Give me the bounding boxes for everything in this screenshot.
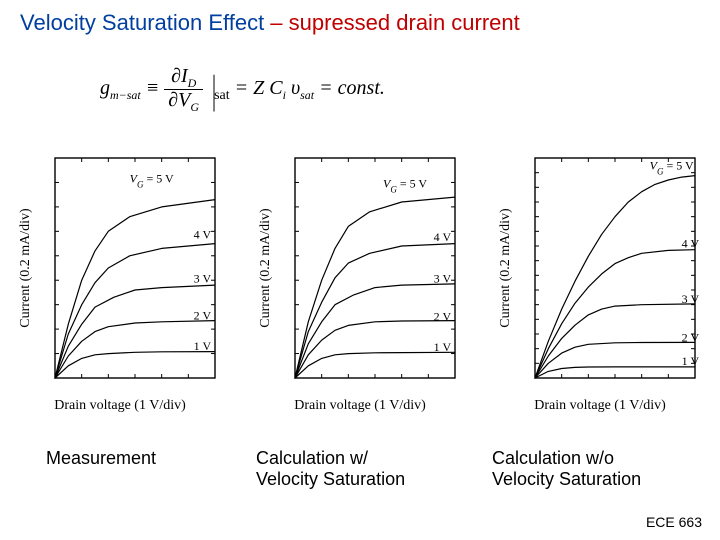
svg-text:2 V: 2 V [682,330,700,344]
svg-text:3 V: 3 V [682,292,700,306]
charts-row: Current (0.2 mA/div)VG = 5 V4 V3 V2 V1 V… [0,150,720,414]
svg-text:2 V: 2 V [194,308,212,322]
xlabel-2: Drain voltage (1 V/div) [534,398,666,414]
eq-g-sub: m−sat [110,88,141,102]
captions-row: Measurement Calculation w/ Velocity Satu… [0,448,720,490]
xlabel-0: Drain voltage (1 V/div) [54,398,186,414]
chart-calc-without: Current (0.2 mA/div)VG = 5 V4 V3 V2 V1 V… [495,150,705,414]
svg-text:3 V: 3 V [434,272,452,286]
svg-text:4 V: 4 V [194,228,212,242]
eq-zc: Z C [253,77,282,99]
svg-text:Current (0.2 mA/div): Current (0.2 mA/div) [258,208,273,328]
eq-bar: | [212,70,216,110]
svg-text:1 V: 1 V [194,339,212,353]
svg-text:1 V: 1 V [682,354,700,368]
footer-course: ECE 663 [646,514,702,530]
svg-text:1 V: 1 V [434,340,452,354]
eq-frac: ∂ID ∂VG [164,66,203,113]
chart-calc-with-svg: Current (0.2 mA/div)VG = 5 V4 V3 V2 V1 V [255,150,465,396]
title-part2: – supressed drain current [264,10,520,35]
chart-measurement: Current (0.2 mA/div)VG = 5 V4 V3 V2 V1 V… [15,150,225,414]
caption-calc-without: Calculation w/o Velocity Saturation [492,448,692,490]
chart-calc-with: Current (0.2 mA/div)VG = 5 V4 V3 V2 V1 V… [255,150,465,414]
slide-title: Velocity Saturation Effect – supressed d… [20,10,520,36]
svg-text:4 V: 4 V [434,230,452,244]
caption-measurement: Measurement [46,448,236,490]
xlabel-1: Drain voltage (1 V/div) [294,398,426,414]
eq-equiv: ≡ [146,77,165,99]
svg-text:Current (0.2 mA/div): Current (0.2 mA/div) [18,208,33,328]
title-part1: Velocity Saturation Effect [20,10,264,35]
eq-g: g [100,77,110,99]
svg-text:2 V: 2 V [434,310,452,324]
eq-eq2: = [235,77,254,99]
svg-text:Current (0.2 mA/div): Current (0.2 mA/div) [498,208,513,328]
eq-sat: sat [214,88,230,103]
svg-text:4 V: 4 V [682,236,700,250]
chart-measurement-svg: Current (0.2 mA/div)VG = 5 V4 V3 V2 V1 V [15,150,225,396]
svg-text:3 V: 3 V [194,272,212,286]
eq-const: = const. [319,77,385,99]
chart-calc-without-svg: Current (0.2 mA/div)VG = 5 V4 V3 V2 V1 V [495,150,705,396]
caption-calc-with: Calculation w/ Velocity Saturation [256,448,456,490]
equation: gm−sat ≡ ∂ID ∂VG |sat = Z Ci υsat = cons… [100,66,385,113]
